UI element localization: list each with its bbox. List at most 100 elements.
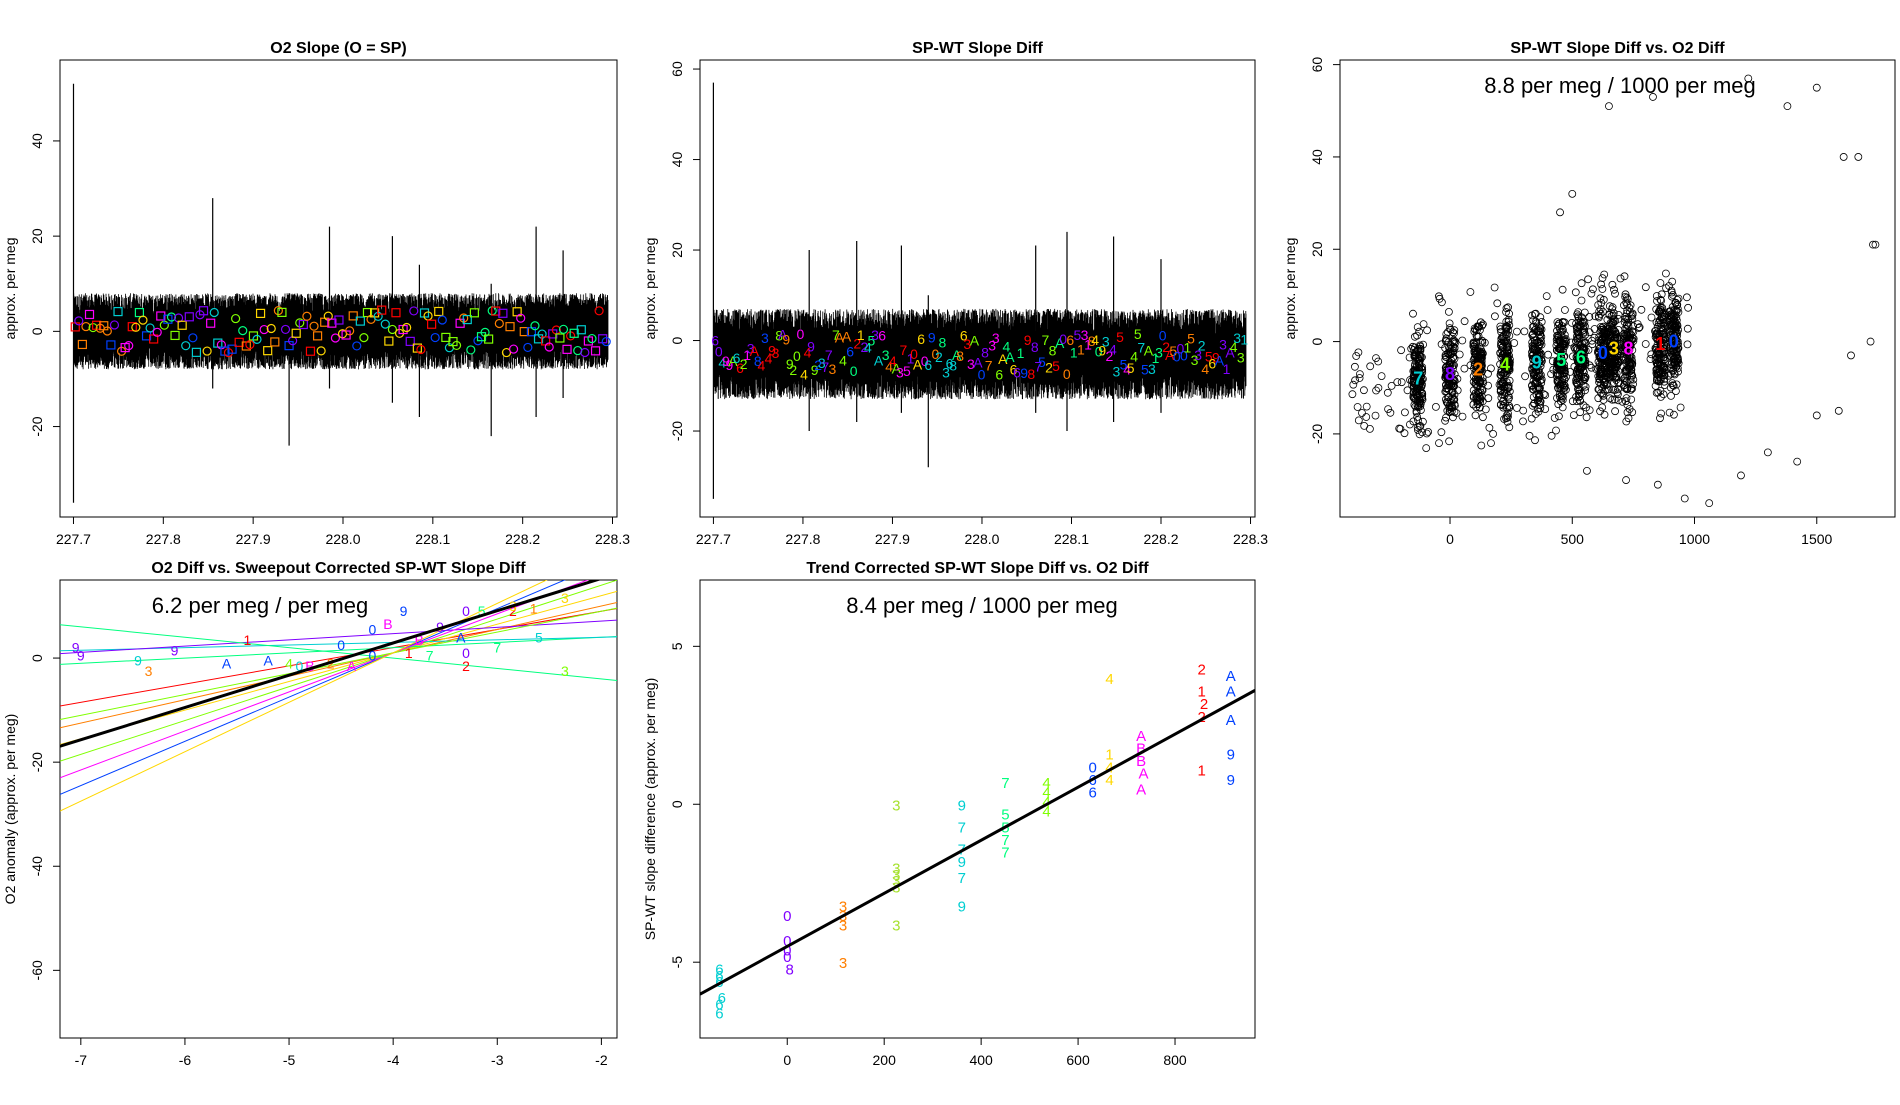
scatter-point (1577, 279, 1586, 288)
scatter-point (1504, 412, 1512, 421)
data-label-point: 7 (958, 819, 966, 836)
scatter-point (1358, 409, 1366, 417)
series-marker: 1 (857, 327, 865, 343)
x-tick-label: 800 (1163, 1052, 1187, 1068)
scatter-point (1651, 327, 1659, 336)
series-marker (259, 324, 269, 335)
series-marker (494, 318, 504, 329)
series-marker: 1 (1070, 344, 1078, 360)
data-label-point: 9 (77, 647, 85, 663)
series-marker (345, 326, 355, 336)
scatter-point (1487, 364, 1495, 373)
data-label-point: B (305, 658, 314, 674)
scatter-point (1598, 403, 1607, 412)
scatter-point (1484, 394, 1493, 403)
series-marker: 5 (1169, 343, 1177, 359)
scatter-point (1555, 392, 1564, 401)
series-marker (544, 342, 554, 352)
scatter-point (1579, 381, 1588, 390)
series-marker: 4 (1123, 362, 1131, 378)
y-tick-label: -40 (29, 856, 45, 876)
scatter-point (1665, 408, 1674, 417)
scatter-point (1621, 330, 1630, 339)
data-label-point: 6 (715, 962, 723, 979)
scatter-point (1552, 341, 1561, 350)
series-marker: 4 (889, 353, 897, 369)
scatter-point (1452, 409, 1461, 417)
scatter-point (1660, 341, 1669, 350)
scatter-point (1672, 323, 1681, 332)
scatter-point (1585, 328, 1594, 337)
x-tick-label: -5 (283, 1052, 296, 1068)
series-marker: 0 (1063, 366, 1071, 382)
data-label-point: 7 (1001, 775, 1009, 792)
scatter-outlier (1568, 189, 1577, 198)
y-tick-label: -5 (669, 956, 685, 969)
series-marker: 1 (907, 351, 915, 367)
x-tick-label: 400 (969, 1052, 993, 1068)
scatter-point (1621, 397, 1630, 406)
scatter-point (1472, 403, 1481, 412)
scatter-point (1624, 315, 1632, 324)
group-fit-line (60, 580, 617, 762)
series-marker (252, 334, 262, 344)
scatter-point (1594, 347, 1603, 356)
scatter-outlier (1866, 337, 1875, 346)
scatter-point (1668, 358, 1676, 367)
scatter-point (1414, 401, 1423, 410)
scatter-point (1501, 399, 1509, 408)
scatter-point (1441, 352, 1450, 361)
data-label-point: 4 (1105, 759, 1113, 776)
scatter-point (1536, 327, 1545, 336)
series-marker: A (1144, 343, 1154, 359)
scatter-point (1620, 342, 1629, 351)
scatter-point (1503, 357, 1512, 366)
scatter-point (1657, 313, 1666, 322)
data-label-point: 2 (1198, 709, 1206, 726)
x-tick-label: 227.8 (146, 531, 181, 547)
scatter-point (1449, 379, 1458, 388)
scatter-point (1533, 404, 1542, 413)
scatter-point (1622, 325, 1631, 333)
series-marker: 2 (935, 349, 943, 365)
scatter-point (1469, 377, 1478, 386)
data-label-point: 4 (285, 655, 293, 671)
scatter-point (1576, 363, 1584, 372)
scatter-point (1372, 354, 1380, 363)
scatter-point (1611, 374, 1619, 382)
cluster-label: 3 (1609, 339, 1619, 359)
scatter-point (1622, 377, 1631, 386)
data-label-point: 0 (1088, 759, 1096, 776)
scatter-point (1591, 312, 1600, 321)
scatter-point (1653, 375, 1661, 384)
scatter-point (1477, 441, 1486, 450)
series-marker: 0 (910, 346, 918, 362)
data-label-point: A (1226, 668, 1236, 685)
series-marker: 7 (1034, 359, 1042, 375)
scatter-point (1560, 364, 1569, 372)
scatter-point (1656, 307, 1664, 316)
series-marker: 0 (797, 326, 805, 342)
y-tick-label: 40 (29, 133, 45, 149)
scatter-point (1646, 355, 1655, 363)
scatter-point (1662, 269, 1670, 278)
data-label-point: 6 (715, 1006, 723, 1023)
series-marker: 4 (1091, 332, 1099, 348)
y-tick-label: 40 (1309, 149, 1325, 165)
scatter-point (1528, 331, 1537, 340)
scatter-outlier (1793, 457, 1802, 466)
series-marker (391, 308, 401, 318)
data-label-point: 3 (892, 873, 900, 890)
series-marker: A (1225, 344, 1235, 360)
data-label-point: B (383, 616, 392, 632)
series-marker: A (728, 353, 738, 369)
scatter-point (1614, 396, 1623, 405)
group-fit-line (60, 607, 617, 720)
x-tick-label: 227.7 (696, 531, 731, 547)
cluster-label: 8 (1445, 364, 1455, 384)
data-label-point: 1 (1105, 747, 1113, 764)
data-label-point: 9 (1227, 747, 1235, 764)
scatter-point (1410, 362, 1419, 371)
scatter-point (1496, 325, 1505, 334)
scatter-point (1466, 361, 1475, 370)
